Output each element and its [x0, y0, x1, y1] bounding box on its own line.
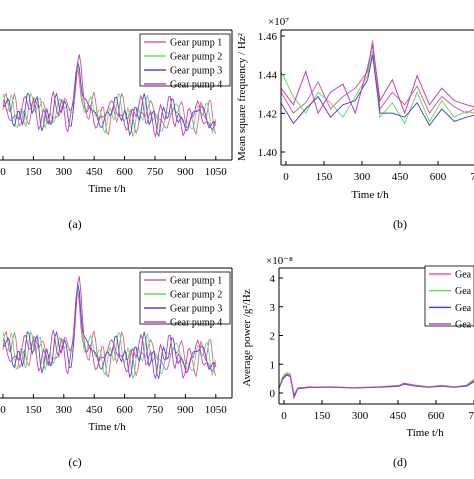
panel-d-xtick-label: 300 — [352, 410, 369, 422]
panel-d-legend-entry: Gea — [455, 286, 472, 297]
panel-d-xtick-label: 600 — [428, 410, 445, 422]
panel-d-exponent: ×10⁻⁸ — [266, 255, 293, 267]
panel-d-legend-entry: Gea — [455, 270, 472, 281]
panel-b-ytick-label: 1.46 — [258, 31, 278, 43]
panel-c-xtick-label: 150 — [25, 404, 42, 416]
panel-a-xtick-label: 0 — [0, 166, 6, 178]
panel-c: 0 150 300 450 600 750 900 1050 Time t/h Gear pu… — [0, 268, 232, 469]
panel-b-exponent: ×10⁷ — [268, 16, 289, 28]
panel-a-legend-entry: Gear pump 1 — [170, 38, 222, 49]
panel-b-ytick-label: 1.40 — [258, 147, 278, 159]
panel-c-xtick-label: 0 — [0, 404, 6, 416]
panel-d-ytick-label: 0 — [270, 388, 276, 400]
panel-c-xticks: 0 150 300 450 600 750 900 1050 — [0, 394, 227, 416]
panel-a-label: (a) — [68, 217, 81, 231]
panel-d-legend-entry: Gea — [455, 320, 472, 331]
panel-c-xtick-label: 900 — [177, 404, 194, 416]
panel-c-legend-entry: Gear pump 3 — [170, 304, 222, 315]
panel-c-legend: Gear pump 1 Gear pump 2 Gear pump 3 Gear pu… — [140, 272, 230, 329]
panel-d-label: (d) — [393, 455, 407, 469]
panel-b: Mean square frequency / Hz² ×10⁷ 1.40 1.4… — [236, 16, 474, 231]
panel-c-label: (c) — [68, 455, 81, 469]
panel-b-ylabel: Mean square frequency / Hz² — [236, 32, 248, 161]
panel-b-ytick-label: 1.42 — [258, 108, 277, 120]
panel-a: 0 150 300 450 600 750 900 1050 Time t/h Gear pu… — [0, 30, 232, 231]
panel-c-legend-entry: Gear pump 2 — [170, 290, 222, 301]
panel-a-legend-entry: Gear pump 4 — [170, 80, 222, 91]
panel-d-legend-entry: Gea — [455, 303, 472, 314]
panel-d-xtick-label: 150 — [314, 410, 331, 422]
panel-a-xtick-label: 750 — [147, 166, 164, 178]
panel-b-xticks: 0 150 300 450 600 75 — [283, 161, 474, 183]
panel-a-legend-entry: Gear pump 3 — [170, 66, 222, 77]
panel-d-ytick-label: 1 — [270, 359, 276, 371]
panel-b-xtick-label: 600 — [430, 171, 447, 183]
panel-b-xtick-label: 450 — [392, 171, 409, 183]
panel-c-xtick-label: 300 — [56, 404, 73, 416]
panel-a-xlabel: Time t/h — [88, 183, 126, 195]
panel-a-xtick-label: 900 — [177, 166, 194, 178]
panel-c-legend-entry: Gear pump 4 — [170, 318, 222, 329]
panel-a-xtick-label: 450 — [86, 166, 103, 178]
panel-d-xtick-label: 75 — [469, 410, 474, 422]
panel-c-xlabel: Time t/h — [88, 421, 126, 433]
panel-a-xtick-label: 300 — [56, 166, 73, 178]
panel-b-xtick-label: 300 — [354, 171, 371, 183]
panel-d-xtick-label: 450 — [390, 410, 407, 422]
panel-c-xtick-label: 450 — [86, 404, 103, 416]
panel-c-xtick-label: 600 — [116, 404, 133, 416]
panel-b-series-line — [281, 55, 474, 126]
panel-b-xtick-label: 75 — [471, 171, 474, 183]
panel-b-xtick-label: 150 — [316, 171, 333, 183]
panel-d-xtick-label: 0 — [281, 410, 287, 422]
panel-a-legend-entry: Gear pump 2 — [170, 52, 222, 63]
panel-c-legend-entry: Gear pump 1 — [170, 276, 222, 287]
panel-b-xlabel: Time t/h — [351, 189, 389, 201]
panel-b-label: (b) — [393, 217, 407, 231]
panel-b-xtick-label: 0 — [283, 171, 289, 183]
panel-d: Average power /g²/Hz ×10⁻⁸ 0 1 2 3 4 0 150 300… — [241, 255, 474, 469]
panel-d-ytick-label: 4 — [270, 273, 276, 285]
panel-c-xtick-label: 1050 — [205, 404, 228, 416]
panel-d-ylabel: Average power /g²/Hz — [241, 289, 253, 386]
panel-d-legend: Gea Gea Gea Gea — [425, 266, 474, 331]
panel-d-xlabel: Time t/h — [406, 427, 444, 439]
panel-a-legend: Gear pump 1 Gear pump 2 Gear pump 3 Gear pu… — [140, 34, 230, 91]
panel-a-xtick-label: 1050 — [205, 166, 228, 178]
panel-d-xticks: 0 150 300 450 600 75 — [281, 400, 474, 422]
panel-d-series-line — [279, 374, 474, 396]
panel-a-xticks: 0 150 300 450 600 750 900 1050 — [0, 156, 227, 178]
panel-d-plot — [279, 373, 474, 398]
panel-d-ytick-label: 2 — [270, 331, 276, 343]
panel-a-xtick-label: 600 — [116, 166, 133, 178]
panel-b-series-line — [281, 40, 474, 113]
panel-d-series-line — [279, 373, 474, 395]
panel-b-plot — [281, 40, 474, 125]
panel-c-xtick-label: 750 — [147, 404, 164, 416]
panel-b-series-line — [281, 45, 474, 114]
panel-b-ytick-label: 1.44 — [258, 70, 278, 82]
panel-d-ytick-label: 3 — [270, 302, 276, 314]
panel-a-xtick-label: 150 — [25, 166, 42, 178]
